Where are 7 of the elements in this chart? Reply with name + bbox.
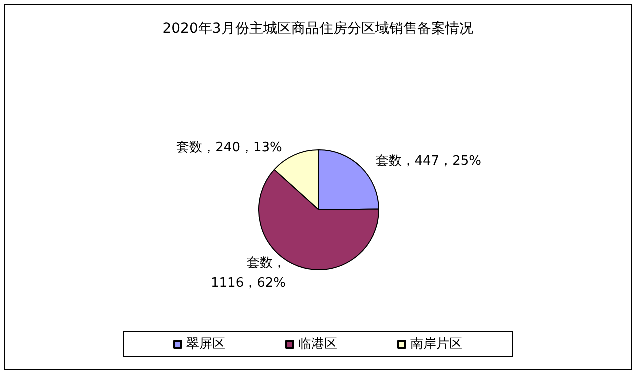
data-label: 套数， 1116，62% — [211, 256, 286, 292]
legend-label: 临港区 — [298, 337, 338, 352]
data-label: 套数，447，25% — [376, 154, 482, 170]
legend-label: 翠屏区 — [186, 337, 226, 352]
legend-label: 南岸片区 — [410, 337, 462, 352]
data-label: 套数，240，13% — [176, 140, 282, 156]
chart-title: 2020年3月份主城区商品住房分区域销售备案情况 — [162, 20, 474, 37]
